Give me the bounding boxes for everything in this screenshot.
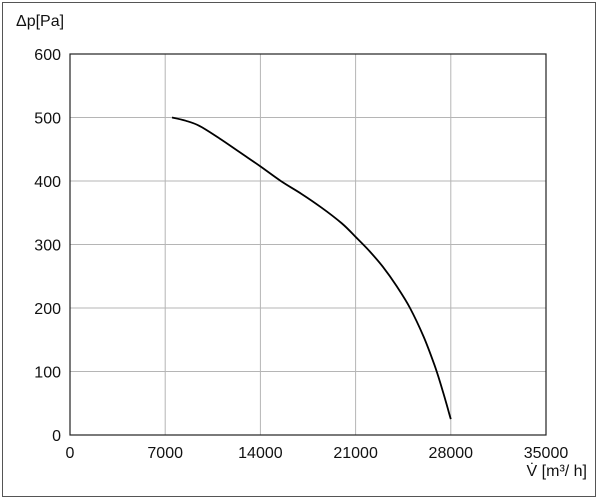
y-tick-label: 0 [52,428,61,445]
x-tick-label: 28000 [429,445,474,462]
y-tick-label: 200 [34,301,61,318]
y-tick-label: 400 [34,174,61,191]
y-tick-label: 100 [34,365,61,382]
y-tick-labels: 0 100 200 300 400 500 600 [34,47,61,445]
x-tick-label: 14000 [238,445,283,462]
x-axis-label: V̇ [m³/ h] [527,462,587,480]
y-tick-label: 600 [34,47,61,64]
grid [70,54,546,435]
series-line [171,116,452,420]
x-tick-labels: 0 7000 14000 21000 28000 35000 [66,445,569,462]
series-layer [171,116,452,420]
x-tick-label: 7000 [147,445,183,462]
y-tick-label: 500 [34,111,61,128]
x-tick-label: 35000 [524,445,569,462]
y-axis-label: Δp[Pa] [16,13,64,30]
x-tick-label: 21000 [333,445,378,462]
x-tick-label: 0 [66,445,75,462]
chart-frame [2,2,596,497]
y-tick-label: 300 [34,238,61,255]
plot-area [69,53,547,436]
